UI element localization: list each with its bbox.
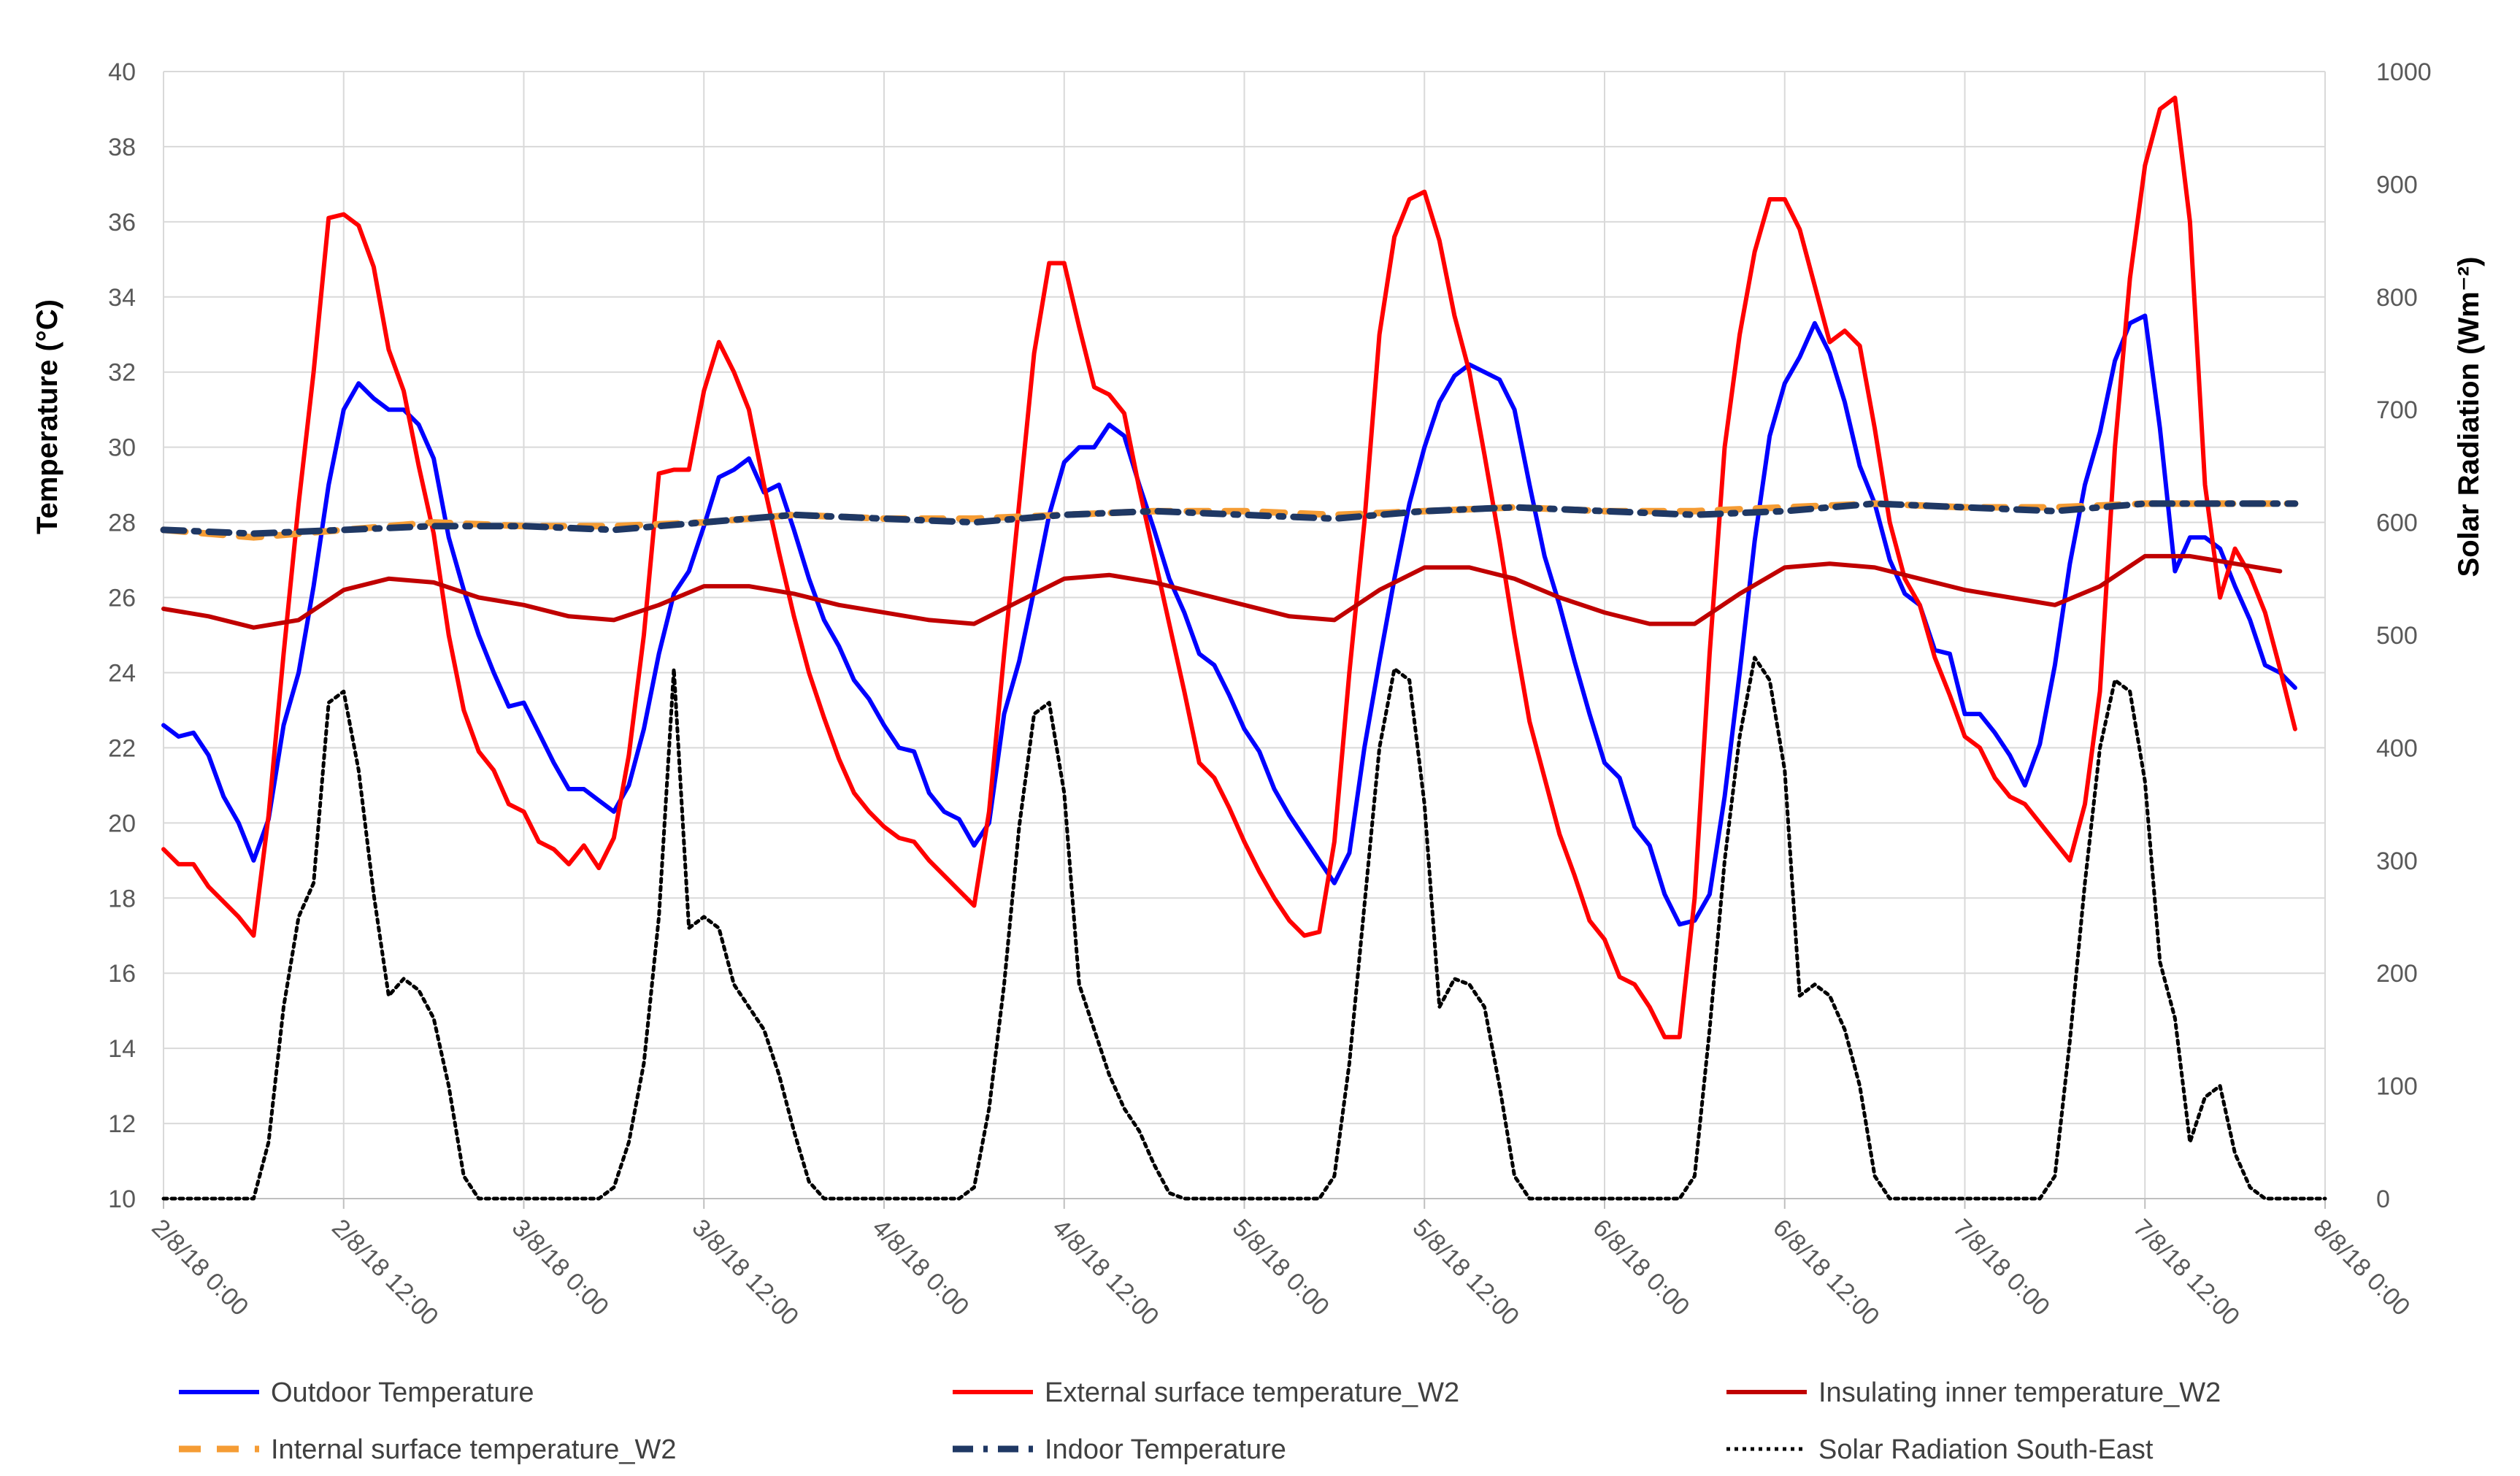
y2-tick-label: 300 xyxy=(2376,847,2418,875)
x-axis: 2/8/18 0:00 2/8/18 12:00 3/8/18 0:00 3/8/18… xyxy=(146,1214,2415,1331)
grid xyxy=(163,71,2326,1209)
y-axis-left-title: Temperature (°C) xyxy=(31,299,64,534)
y2-tick-label: 0 xyxy=(2376,1185,2390,1213)
y-tick-label: 38 xyxy=(108,134,136,161)
series-line-outdoor-temperature xyxy=(161,313,2297,927)
x-tick-label: 2/8/18 0:00 xyxy=(146,1214,253,1321)
x-tick-label: 6/8/18 0:00 xyxy=(1587,1214,1694,1321)
y2-tick-label: 800 xyxy=(2376,284,2418,312)
x-tick-label: 3/8/18 12:00 xyxy=(687,1214,804,1331)
y-tick-label: 24 xyxy=(108,659,136,687)
y-axis-right-title: Solar Radiation (Wm⁻²) xyxy=(2453,257,2485,577)
y-tick-label: 26 xyxy=(108,585,136,612)
x-tick-label: 3/8/18 0:00 xyxy=(507,1214,614,1321)
legend-label: Insulating inner temperature_W2 xyxy=(1818,1377,2221,1408)
y2-tick-label: 200 xyxy=(2376,960,2418,988)
x-tick-label: 6/8/18 12:00 xyxy=(1767,1214,1885,1331)
y2-tick-label: 500 xyxy=(2376,622,2418,650)
x-tick-label: 4/8/18 0:00 xyxy=(867,1214,974,1321)
y2-tick-label: 900 xyxy=(2376,171,2418,199)
legend-label: Outdoor Temperature xyxy=(271,1377,534,1408)
y-tick-label: 40 xyxy=(108,58,136,86)
y2-tick-label: 700 xyxy=(2376,396,2418,424)
y-tick-label: 18 xyxy=(108,885,136,912)
legend-label: Indoor Temperature xyxy=(1045,1434,1286,1465)
y-tick-label: 10 xyxy=(108,1185,136,1213)
y-axis-right: 0 100 200 300 400 500 600 700 800 900 1000 xyxy=(2376,58,2432,1213)
y-tick-label: 34 xyxy=(108,284,136,312)
legend-label: External surface temperature_W2 xyxy=(1045,1377,1459,1408)
y-tick-label: 28 xyxy=(108,510,136,537)
series-line-indoor-temperature xyxy=(160,500,2299,537)
series-line-external-surface-temperature-w2 xyxy=(161,96,2297,1039)
legend: Outdoor Temperature External surface temp… xyxy=(179,1377,2221,1465)
y-axis-left: 10 12 14 16 18 20 22 24 26 28 30 32 34 36 38 40 xyxy=(108,58,136,1213)
y2-tick-label: 1000 xyxy=(2376,58,2432,86)
plot-area xyxy=(160,96,2327,1201)
x-tick-label: 7/8/18 0:00 xyxy=(1948,1214,2055,1321)
y-tick-label: 16 xyxy=(108,960,136,988)
series-line-insulating-inner-temperature-w2 xyxy=(161,553,2283,630)
series-line-solar-radiation-south-east xyxy=(161,656,2327,1201)
x-tick-label: 8/8/18 0:00 xyxy=(2308,1214,2415,1321)
y-tick-label: 30 xyxy=(108,434,136,462)
legend-label: Internal surface temperature_W2 xyxy=(271,1434,677,1465)
y-tick-label: 12 xyxy=(108,1110,136,1138)
x-tick-label: 5/8/18 0:00 xyxy=(1227,1214,1334,1321)
y-tick-label: 36 xyxy=(108,209,136,237)
x-tick-label: 2/8/18 12:00 xyxy=(326,1214,444,1331)
x-tick-label: 4/8/18 12:00 xyxy=(1047,1214,1164,1331)
x-tick-label: 7/8/18 12:00 xyxy=(2128,1214,2246,1331)
legend-label: Solar Radiation South-East xyxy=(1818,1434,2154,1465)
y-tick-label: 22 xyxy=(108,734,136,762)
y2-tick-label: 400 xyxy=(2376,734,2418,762)
y-tick-label: 32 xyxy=(108,359,136,387)
y-tick-label: 20 xyxy=(108,810,136,837)
x-tick-label: 5/8/18 12:00 xyxy=(1407,1214,1525,1331)
y-tick-label: 14 xyxy=(108,1035,136,1063)
y2-tick-label: 100 xyxy=(2376,1073,2418,1101)
y2-tick-label: 600 xyxy=(2376,510,2418,537)
